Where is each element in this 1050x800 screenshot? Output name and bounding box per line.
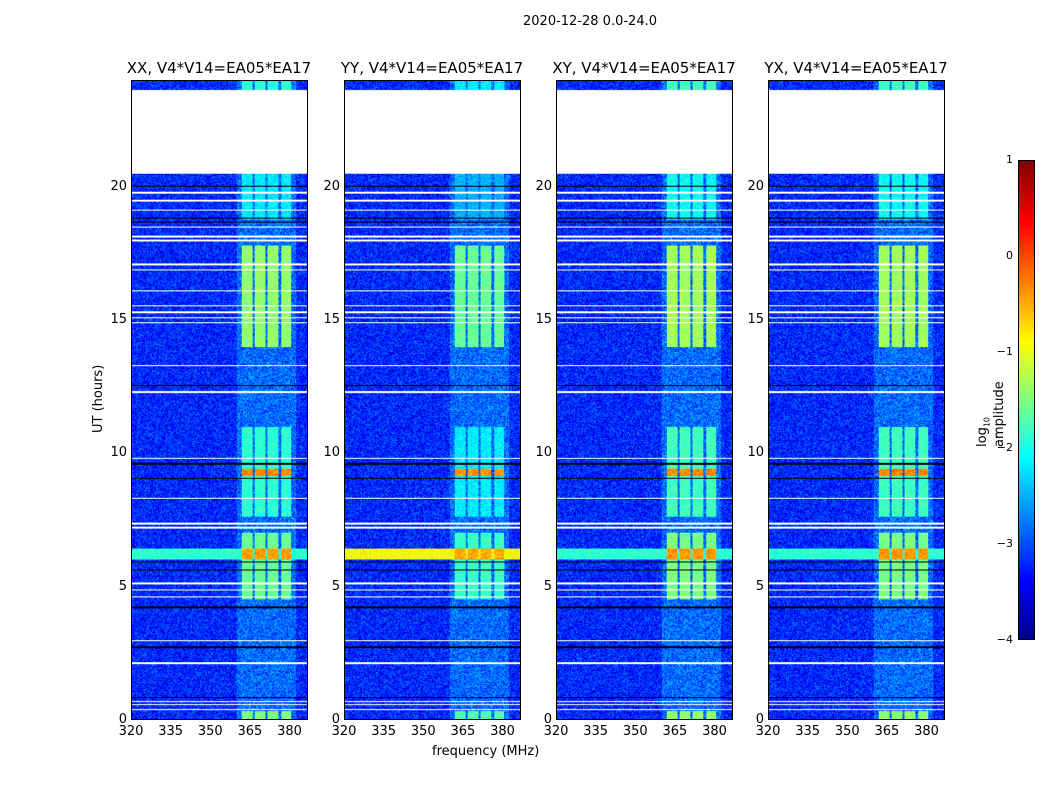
- x-tick-label: 365: [237, 724, 263, 739]
- x-tick-label: 320: [543, 724, 569, 739]
- heatmap-image: [769, 81, 944, 719]
- x-tick-label: 365: [662, 724, 688, 739]
- colorbar-tick-label: 0: [1006, 249, 1013, 262]
- y-tick-label: 0: [118, 712, 127, 727]
- y-tick-label: 20: [535, 178, 552, 194]
- y-tick-label: 5: [118, 578, 127, 594]
- x-tick-label: 335: [158, 724, 184, 739]
- x-tick-label: 350: [622, 724, 648, 739]
- x-tick-label: 335: [371, 724, 397, 739]
- y-tick-label: 20: [747, 178, 764, 194]
- x-tick-label: 350: [834, 724, 860, 739]
- colorbar-tick-label: −4: [996, 633, 1013, 646]
- x-tick-label: 320: [331, 724, 357, 739]
- colorbar-label: log10 amplitude: [975, 372, 1007, 447]
- colorbar: [1018, 160, 1035, 640]
- panel-title: YX, V4*V14=EA05*EA17: [764, 59, 948, 77]
- x-tick-label: 335: [795, 724, 821, 739]
- heatmap-image: [345, 81, 520, 719]
- y-tick-label: 5: [543, 578, 552, 594]
- figure-title: 2020-12-28 0.0-24.0: [523, 14, 657, 29]
- x-tick-label: 380: [277, 724, 302, 739]
- x-tick-label: 350: [197, 724, 223, 739]
- x-tick-label: 320: [118, 724, 144, 739]
- colorbar-tick-label: −2: [996, 441, 1013, 454]
- y-tick-label: 10: [110, 445, 127, 461]
- heatmap-panel: [131, 80, 308, 720]
- panel-title: XX, V4*V14=EA05*EA17: [126, 59, 312, 77]
- colorbar-tick-label: 1: [1006, 153, 1013, 166]
- x-tick-label: 365: [450, 724, 476, 739]
- heatmap-panel: [344, 80, 521, 720]
- colorbar-tick-label: −1: [996, 345, 1013, 358]
- x-tick-label: 320: [755, 724, 781, 739]
- y-tick-label: 0: [543, 712, 552, 727]
- y-tick-label: 5: [755, 578, 764, 594]
- y-tick-label: 15: [323, 312, 340, 327]
- y-tick-label: 10: [535, 445, 552, 461]
- colorbar-label-sub: 10: [982, 416, 992, 428]
- x-tick-label: 350: [410, 724, 436, 739]
- x-tick-label: 380: [914, 724, 939, 739]
- y-tick-label: 15: [747, 312, 764, 327]
- y-tick-label: 5: [331, 578, 340, 594]
- heatmap-panel: [556, 80, 733, 720]
- colorbar-label-prefix: log: [975, 427, 990, 447]
- x-tick-label: 380: [702, 724, 727, 739]
- y-tick-label: 0: [331, 712, 340, 727]
- y-tick-label: 0: [755, 712, 764, 727]
- panel-title: YY, V4*V14=EA05*EA17: [340, 59, 524, 77]
- heatmap-image: [557, 81, 732, 719]
- y-tick-label: 10: [747, 445, 764, 461]
- x-tick-label: 365: [874, 724, 900, 739]
- y-axis-label: UT (hours): [91, 364, 106, 433]
- colorbar-tick-label: −3: [996, 537, 1013, 550]
- heatmap-panel: [768, 80, 945, 720]
- colorbar-label-suffix: amplitude: [991, 381, 1007, 447]
- y-tick-label: 20: [323, 178, 340, 194]
- y-tick-label: 20: [110, 178, 127, 194]
- panel-title: XY, V4*V14=EA05*EA17: [552, 59, 736, 77]
- x-tick-label: 380: [490, 724, 515, 739]
- x-axis-label: frequency (MHz): [432, 744, 540, 759]
- heatmap-image: [132, 81, 307, 719]
- y-tick-label: 15: [535, 312, 552, 327]
- y-tick-label: 10: [323, 445, 340, 461]
- x-tick-label: 335: [583, 724, 609, 739]
- y-tick-label: 15: [110, 312, 127, 327]
